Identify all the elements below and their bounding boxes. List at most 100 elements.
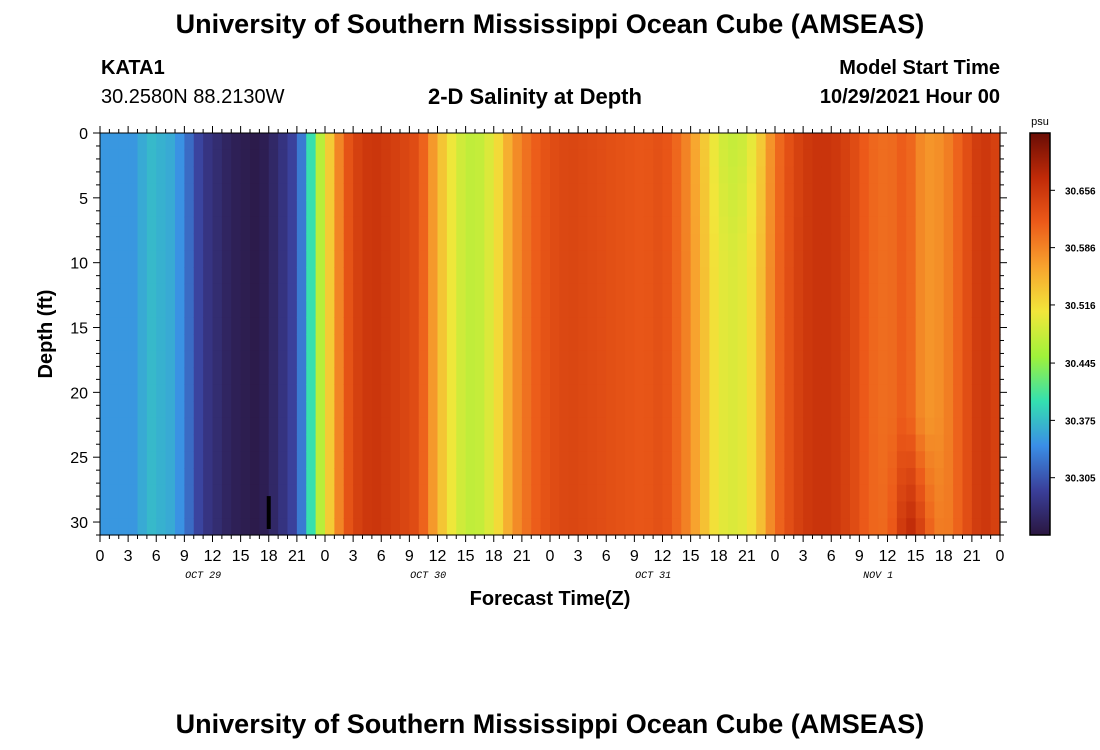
heatmap-cell — [418, 334, 429, 352]
heatmap-cell — [128, 367, 139, 385]
heatmap-cell — [128, 283, 139, 302]
heatmap-cell — [250, 250, 260, 268]
heatmap-cell — [400, 401, 410, 419]
heatmap-cell — [193, 501, 204, 519]
heatmap-cell — [896, 133, 907, 151]
heatmap-cell — [775, 200, 785, 218]
time-marker — [266, 496, 271, 529]
heatmap-cell — [184, 283, 195, 302]
heatmap-cell — [334, 451, 345, 469]
heatmap-cell — [962, 401, 973, 419]
heatmap-cell — [737, 166, 748, 184]
x-tick-label: 12 — [654, 548, 672, 565]
heatmap-cell — [156, 200, 167, 218]
heatmap-cell — [109, 233, 120, 251]
heatmap-cell — [353, 367, 364, 385]
heatmap-cell — [203, 183, 214, 201]
heatmap-cell — [362, 484, 373, 503]
heatmap-cell — [634, 133, 645, 151]
heatmap-cell — [390, 484, 401, 503]
heatmap-cell — [268, 434, 279, 452]
heatmap-cell — [812, 484, 823, 503]
heatmap-cell — [287, 434, 298, 452]
heatmap-cell — [840, 484, 851, 503]
heatmap-cell — [400, 149, 410, 168]
heatmap-cell — [456, 300, 467, 318]
heatmap-cell — [296, 518, 307, 536]
heatmap-cell — [362, 334, 373, 352]
heatmap-cell — [343, 216, 354, 235]
heatmap-cell — [409, 468, 420, 486]
heatmap-cell — [240, 183, 251, 201]
heatmap-cell — [521, 384, 532, 402]
heatmap-cell — [962, 166, 973, 184]
heatmap-cell — [334, 384, 345, 402]
heatmap-cell — [409, 133, 420, 151]
heatmap-cell — [240, 283, 251, 302]
heatmap-cell — [868, 501, 879, 519]
heatmap-cell — [756, 451, 767, 469]
heatmap-cell — [193, 317, 204, 335]
heatmap-cell — [896, 267, 907, 285]
heatmap-cell — [625, 317, 635, 335]
heatmap-cell — [100, 451, 110, 469]
heatmap-cell — [484, 183, 495, 201]
heatmap-cell — [625, 267, 635, 285]
heatmap-cell — [859, 451, 870, 469]
heatmap-cell — [793, 267, 804, 285]
heatmap-cell — [146, 149, 157, 168]
heatmap-cell — [587, 233, 598, 251]
heatmap-cell — [137, 133, 148, 151]
heatmap-cell — [962, 233, 973, 251]
heatmap-cell — [756, 484, 767, 503]
heatmap-cell — [203, 417, 214, 436]
heatmap-cell — [446, 417, 457, 436]
heatmap-cell — [559, 468, 570, 486]
heatmap-cell — [465, 434, 476, 452]
heatmap-cell — [643, 183, 654, 201]
heatmap-cell — [728, 484, 739, 503]
x-tick-label: 0 — [771, 548, 780, 565]
heatmap-cell — [709, 216, 720, 235]
heatmap-cell — [728, 133, 739, 151]
heatmap-cell — [156, 518, 167, 536]
heatmap-cell — [259, 434, 270, 452]
heatmap-cell — [746, 367, 757, 385]
heatmap-cell — [746, 267, 757, 285]
heatmap-cell — [484, 166, 495, 184]
heatmap-cell — [362, 317, 373, 335]
heatmap-cell — [850, 401, 860, 419]
heatmap-cell — [390, 233, 401, 251]
heatmap-cell — [868, 367, 879, 385]
heatmap-cell — [156, 149, 167, 168]
heatmap-cell — [615, 233, 626, 251]
heatmap-cell — [343, 183, 354, 201]
heatmap-cell — [109, 384, 120, 402]
heatmap-cell — [100, 518, 110, 536]
colorbar-bar — [1029, 132, 1051, 536]
heatmap-cell — [493, 317, 504, 335]
heatmap-cell — [437, 350, 448, 369]
heatmap-cell — [803, 350, 814, 369]
heatmap-cell — [175, 468, 185, 486]
heatmap-cell — [400, 300, 410, 318]
heatmap-cell — [315, 216, 326, 235]
heatmap-cell — [587, 518, 598, 536]
heatmap-cell — [896, 250, 907, 268]
heatmap-cell — [681, 250, 692, 268]
heatmap-cell — [962, 350, 973, 369]
heatmap-cell — [287, 417, 298, 436]
heatmap-cell — [437, 283, 448, 302]
heatmap-cell — [512, 451, 523, 469]
heatmap-cell — [418, 401, 429, 419]
heatmap-cell — [943, 183, 954, 201]
heatmap-cell — [606, 250, 617, 268]
heatmap-cell — [146, 283, 157, 302]
heatmap-cell — [184, 149, 195, 168]
heatmap-cell — [418, 434, 429, 452]
heatmap-cell — [718, 166, 729, 184]
heatmap-cell — [165, 367, 176, 385]
heatmap-cell — [325, 166, 335, 184]
heatmap-cell — [259, 451, 270, 469]
